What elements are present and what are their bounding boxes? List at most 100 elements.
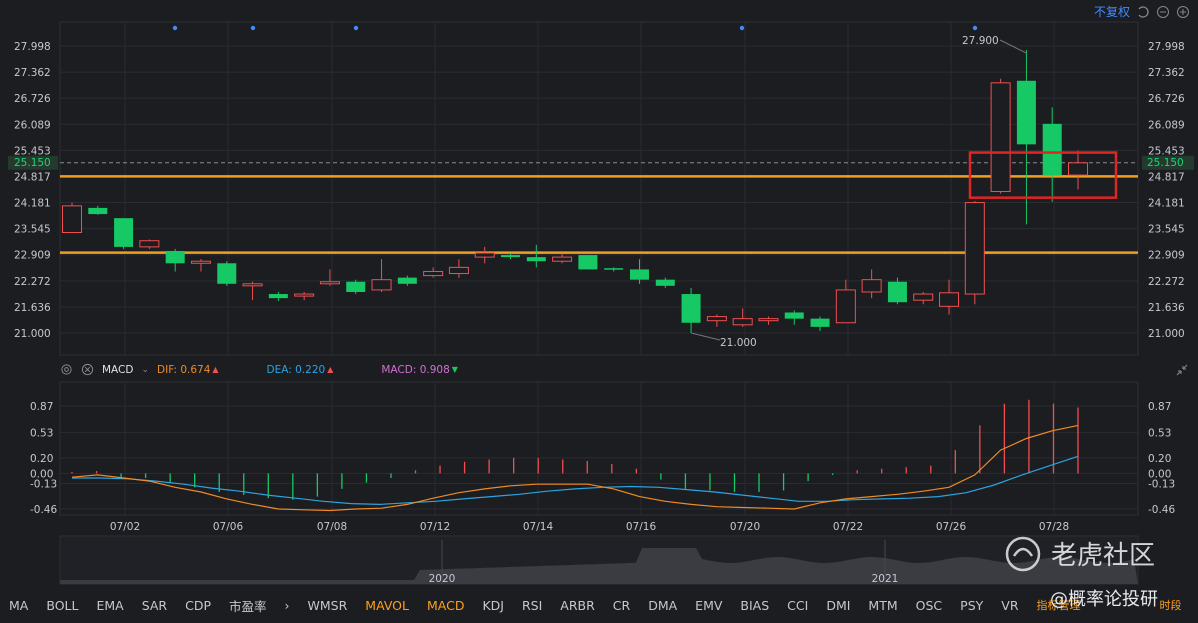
indicator-tab-WMSR[interactable]: WMSR xyxy=(307,597,348,613)
macd-tick-label: 0.87 xyxy=(30,401,53,413)
macd-tick-label: 0.53 xyxy=(1148,427,1171,439)
indicator-tab-BIAS[interactable]: BIAS xyxy=(740,597,770,613)
indicator-tab-OSC[interactable]: OSC xyxy=(915,597,943,613)
date-tick-label: 07/16 xyxy=(626,521,657,533)
close-icon[interactable] xyxy=(81,363,94,376)
price-tick-label: 24.181 xyxy=(1148,198,1185,210)
candle-body xyxy=(139,240,160,248)
candle-body xyxy=(88,207,108,215)
candle-body xyxy=(835,289,856,324)
dea-line xyxy=(72,455,1079,506)
macd-tick-label: -0.13 xyxy=(1148,478,1175,490)
candle xyxy=(706,314,727,327)
price-tick-label: 22.272 xyxy=(14,276,51,288)
price-tick-label: 26.726 xyxy=(14,93,51,105)
overview-panel: 2020 2021 xyxy=(59,535,1139,585)
brand-watermark: 老虎社区 xyxy=(1051,541,1156,571)
candle-body xyxy=(681,294,701,323)
indicator-tab-SAR[interactable]: SAR xyxy=(141,597,168,613)
chart-toolbar: 不复权 xyxy=(1094,3,1190,20)
event-marker xyxy=(972,25,978,31)
candle xyxy=(655,277,675,288)
candlestick-series xyxy=(62,39,1118,341)
macd-tick-label: 0.00 xyxy=(30,468,53,480)
settings-icon[interactable] xyxy=(60,363,73,376)
price-tick-label: 26.726 xyxy=(1148,93,1185,105)
macd-tick-label: 0.87 xyxy=(1148,401,1171,413)
price-tick-label: 27.998 xyxy=(14,41,51,53)
chevron-right-icon[interactable]: › xyxy=(284,597,290,613)
candle xyxy=(552,253,573,264)
indicator-tab-DMI[interactable]: DMI xyxy=(826,597,851,613)
macd-indicator-name[interactable]: MACD xyxy=(102,363,134,376)
year-label: 2020 xyxy=(429,573,456,585)
indicator-manage-button[interactable]: 指标管理 xyxy=(1036,599,1081,612)
candle xyxy=(448,259,469,278)
candle xyxy=(1068,150,1088,190)
price-tick-label: 27.362 xyxy=(1148,67,1185,79)
indicator-tab-EMA[interactable]: EMA xyxy=(96,597,124,613)
current-price-label-left: 25.150 xyxy=(14,157,51,169)
candle-body xyxy=(114,218,134,247)
candle-body xyxy=(294,293,315,297)
indicator-tab-ARBR[interactable]: ARBR xyxy=(560,597,595,613)
indicator-tab-PSY[interactable]: PSY xyxy=(960,597,984,613)
indicator-tab-RSI[interactable]: RSI xyxy=(521,597,543,613)
tiger-logo-icon xyxy=(1005,536,1041,571)
price-axis-right: 27.998 27.362 26.726 26.089 25.453 24.817 24.1… xyxy=(1148,41,1185,340)
dea-value: DEA: 0.220 xyxy=(266,363,326,376)
event-marker xyxy=(739,25,745,31)
high-price-label: 27.900 xyxy=(962,35,999,47)
date-axis: 07/02 07/06 07/08 07/12 07/14 07/16 07/20 07/22… xyxy=(110,521,1069,533)
indicator-tab-MTM[interactable]: MTM xyxy=(868,597,898,613)
price-tick-label: 21.636 xyxy=(1148,302,1185,314)
indicator-tab-EMV[interactable]: EMV xyxy=(695,597,723,613)
candle xyxy=(861,269,882,299)
indicator-tab-CR[interactable]: CR xyxy=(612,597,631,613)
adjust-mode-button[interactable]: 不复权 xyxy=(1093,5,1130,19)
price-tick-label: 24.181 xyxy=(14,198,51,210)
candle xyxy=(604,267,624,272)
indicator-tab-MAVOL[interactable]: MAVOL xyxy=(365,597,409,613)
period-button[interactable]: 时段 xyxy=(1159,599,1182,612)
candle xyxy=(474,246,495,264)
candle-body xyxy=(990,82,1011,193)
candle-body xyxy=(964,202,985,295)
price-tick-label: 21.000 xyxy=(1148,328,1185,340)
macd-value: MACD: 0.908 xyxy=(381,363,450,376)
date-tick-label: 07/28 xyxy=(1039,521,1069,533)
candle-body xyxy=(887,281,907,303)
candle xyxy=(165,248,185,272)
macd-tick-label: 0.20 xyxy=(1148,453,1171,465)
indicator-tab-VR[interactable]: VR xyxy=(1001,597,1019,613)
candle xyxy=(62,202,82,234)
date-tick-label: 07/22 xyxy=(833,521,863,533)
year-label: 2021 xyxy=(872,573,899,585)
date-tick-label: 07/26 xyxy=(936,521,967,533)
indicator-tab-MA[interactable]: MA xyxy=(9,597,29,613)
candle-body xyxy=(784,312,804,319)
indicator-tab-KDJ[interactable]: KDJ xyxy=(482,597,504,613)
collapse-icon[interactable] xyxy=(1176,364,1188,376)
chevron-down-icon[interactable]: ⌄ xyxy=(141,364,150,375)
indicator-tab-DMA[interactable]: DMA xyxy=(648,597,678,613)
indicator-tab-MACD[interactable]: MACD xyxy=(426,597,465,613)
indicator-tab-市盈率[interactable]: 市盈率 xyxy=(229,598,267,614)
candle xyxy=(990,78,1011,194)
candle-body xyxy=(371,279,392,291)
indicator-tab-CDP[interactable]: CDP xyxy=(185,597,212,613)
macd-tick-label: 0.20 xyxy=(30,453,53,465)
candle xyxy=(397,275,417,286)
zoom-out-icon[interactable] xyxy=(1156,5,1170,19)
indicator-tab-CCI[interactable]: CCI xyxy=(787,597,809,613)
candle xyxy=(501,253,521,260)
candle xyxy=(371,259,392,292)
candle-body xyxy=(604,268,624,270)
price-tick-label: 21.000 xyxy=(14,328,51,340)
candle-body xyxy=(706,316,727,322)
indicator-tab-BOLL[interactable]: BOLL xyxy=(46,597,79,613)
price-tick-label: 22.909 xyxy=(1148,250,1185,262)
undo-icon[interactable] xyxy=(1136,5,1150,19)
zoom-in-icon[interactable] xyxy=(1176,5,1190,19)
